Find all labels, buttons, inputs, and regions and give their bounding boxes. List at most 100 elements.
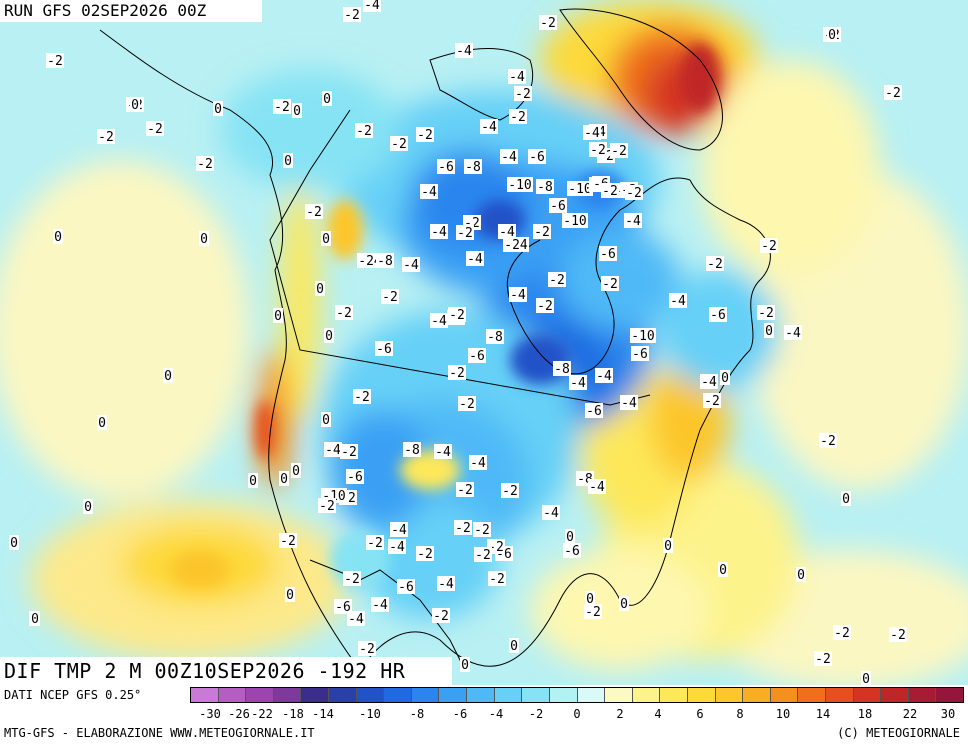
- svg-text:-10: -10: [631, 329, 654, 344]
- svg-text:-8: -8: [404, 443, 420, 458]
- contour-label: 0: [163, 368, 173, 384]
- svg-text:-6: -6: [469, 349, 485, 364]
- svg-text:-4: -4: [701, 375, 717, 390]
- contour-label: -2: [279, 533, 297, 549]
- color-scale-tick: -14: [312, 707, 334, 721]
- contour-label: -4: [624, 213, 642, 229]
- color-scale-tick: -10: [359, 707, 381, 721]
- contour-label: -4: [437, 576, 455, 592]
- color-scale-tick: -4: [488, 707, 504, 721]
- color-scale-ticks: -30 -26 -22 -18 -14 -10 -8 -6 -4 -2 0 2 4 6 8 10 14 18 22 3…: [190, 707, 964, 723]
- svg-text:-8: -8: [554, 362, 570, 377]
- svg-text:-8: -8: [465, 160, 481, 175]
- svg-text:0: 0: [461, 658, 469, 673]
- svg-text:0: 0: [586, 592, 594, 607]
- contour-label: 0: [321, 412, 331, 428]
- contour-label: -4: [542, 505, 560, 521]
- svg-text:-2: -2: [534, 225, 550, 240]
- contour-label: 0: [199, 231, 209, 247]
- color-scale-tick: 14: [815, 707, 831, 721]
- contour-label: -6: [375, 341, 393, 357]
- contour-label: 0: [565, 529, 575, 545]
- contour-label: -4: [784, 325, 802, 341]
- svg-text:-4: -4: [325, 443, 341, 458]
- svg-text:-8: -8: [377, 254, 393, 269]
- svg-text:-24: -24: [504, 238, 528, 253]
- svg-text:-4: -4: [421, 185, 437, 200]
- contour-label: -2: [757, 305, 775, 321]
- svg-text:-6: -6: [347, 470, 363, 485]
- color-scale-cell: [329, 688, 357, 702]
- contour-label: -6: [549, 198, 567, 214]
- svg-text:-2: -2: [761, 239, 777, 254]
- svg-text:-6: -6: [600, 247, 616, 262]
- contour-label: -4: [434, 444, 452, 460]
- svg-text:-2: -2: [274, 100, 290, 115]
- contour-label: 0: [53, 229, 63, 245]
- svg-text:0: 0: [322, 232, 330, 247]
- contour-labels: 0-2-2-2-2-2-2-2000-2000000000000000-2-2-…: [9, 0, 907, 685]
- svg-text:-2: -2: [197, 157, 213, 172]
- color-scale-cell: [743, 688, 771, 702]
- contour-label: -4: [371, 597, 389, 613]
- svg-text:-2: -2: [367, 536, 383, 551]
- contour-label: 0: [283, 153, 293, 169]
- contour-label: -6: [563, 543, 581, 559]
- contour-label: -4: [509, 287, 527, 303]
- svg-text:0: 0: [54, 230, 62, 245]
- svg-text:-4: -4: [570, 376, 586, 391]
- contour-label: -24: [503, 237, 529, 253]
- contour-label: -2: [884, 85, 902, 101]
- contour-label: 0: [827, 27, 837, 43]
- svg-text:-4: -4: [431, 225, 447, 240]
- svg-text:-2: -2: [834, 626, 850, 641]
- svg-text:-2: -2: [489, 572, 505, 587]
- contour-label: -4: [498, 224, 516, 240]
- svg-text:-4: -4: [621, 396, 637, 411]
- svg-text:-10: -10: [563, 214, 586, 229]
- svg-text:-4: -4: [467, 252, 483, 267]
- contour-label: -2: [340, 444, 358, 460]
- contour-label: -2: [432, 608, 450, 624]
- contour-label: -2: [703, 393, 721, 409]
- svg-text:-2: -2: [815, 652, 831, 667]
- color-scale-cell: [908, 688, 937, 702]
- contour-label: -6: [397, 579, 415, 595]
- contour-label: -4: [363, 0, 381, 13]
- svg-text:-2: -2: [758, 306, 774, 321]
- contour-label: 0: [720, 370, 730, 386]
- contour-label: -2: [343, 7, 361, 23]
- contour-label: -2: [539, 15, 557, 31]
- contour-label: -4: [347, 611, 365, 627]
- color-scale-cell: [273, 688, 302, 702]
- contour-label: -2: [355, 123, 373, 139]
- svg-text:0: 0: [316, 282, 324, 297]
- contour-label: -2: [454, 520, 472, 536]
- svg-text:-2: -2: [341, 445, 357, 460]
- contour-label: -2: [46, 53, 64, 69]
- contour-label: -4: [583, 125, 601, 141]
- svg-text:-2: -2: [602, 277, 618, 292]
- color-scale-tick: -2: [528, 707, 544, 721]
- contour-label: -2: [343, 571, 361, 587]
- contour-label: -2: [509, 109, 527, 125]
- svg-text:-2: -2: [336, 306, 352, 321]
- color-scale-cell: [191, 688, 219, 702]
- contour-label: -4: [480, 119, 498, 135]
- contour-label: -6: [528, 149, 546, 165]
- contour-label: -8: [553, 361, 571, 377]
- svg-text:0: 0: [620, 597, 628, 612]
- contour-label: -4: [324, 442, 342, 458]
- svg-text:-6: -6: [335, 600, 351, 615]
- contour-label: -4: [620, 395, 638, 411]
- svg-text:0: 0: [98, 416, 106, 431]
- svg-text:-4: -4: [543, 506, 559, 521]
- svg-text:-6: -6: [710, 308, 726, 323]
- contour-label: -10: [630, 328, 656, 344]
- contour-label: -2: [473, 522, 491, 538]
- contour-label: -2: [584, 604, 602, 620]
- contour-label: 0: [83, 499, 93, 515]
- color-scale-cell: [467, 688, 495, 702]
- svg-text:-2: -2: [488, 540, 504, 555]
- color-scale-tick: 10: [775, 707, 791, 721]
